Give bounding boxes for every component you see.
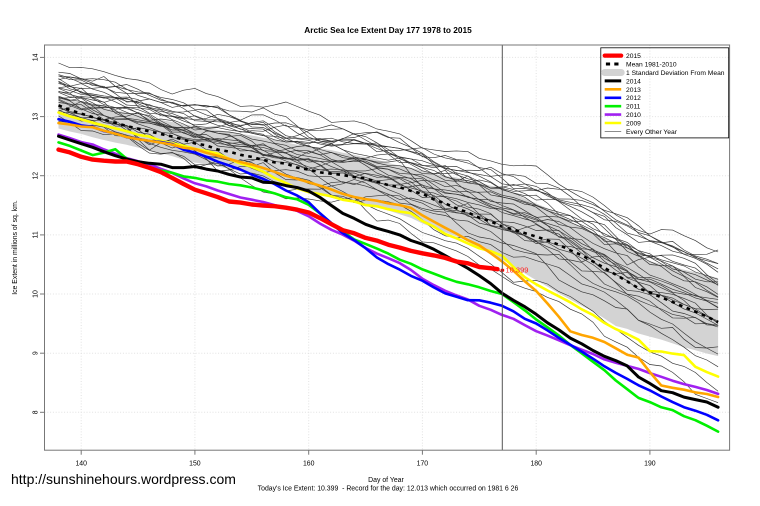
svg-text:14: 14 — [33, 53, 40, 61]
svg-text:Mean 1981-2010: Mean 1981-2010 — [626, 62, 677, 69]
svg-text:150: 150 — [189, 461, 201, 468]
svg-text:2009: 2009 — [626, 121, 641, 128]
svg-text:http://sunshinehours.wordpress: http://sunshinehours.wordpress.com — [11, 471, 236, 487]
svg-text:10.399: 10.399 — [506, 266, 529, 275]
svg-text:Today's Ice Extent: 10.399 -: Today's Ice Extent: 10.399 - Record for … — [258, 486, 519, 493]
svg-text:190: 190 — [644, 461, 656, 468]
svg-text:2010: 2010 — [626, 112, 641, 119]
svg-text:Every Other Year: Every Other Year — [626, 129, 678, 136]
svg-text:9: 9 — [33, 351, 40, 355]
svg-text:2011: 2011 — [626, 104, 641, 111]
svg-text:140: 140 — [75, 461, 87, 468]
svg-text:180: 180 — [530, 461, 542, 468]
svg-text:160: 160 — [303, 461, 315, 468]
svg-text:11: 11 — [33, 231, 40, 238]
svg-text:13: 13 — [33, 113, 40, 121]
svg-text:Ice Extent in millions of sq.: Ice Extent in millions of sq. km. — [12, 200, 19, 295]
svg-text:2012: 2012 — [626, 95, 641, 102]
svg-text:10: 10 — [33, 290, 40, 298]
svg-text:2013: 2013 — [626, 87, 641, 94]
svg-text:Arctic Sea Ice Extent Day 177: Arctic Sea Ice Extent Day 177 1978 to 20… — [304, 25, 472, 35]
svg-text:2015: 2015 — [626, 53, 641, 60]
svg-text:2014: 2014 — [626, 78, 641, 85]
svg-text:12: 12 — [33, 172, 40, 180]
svg-text:8: 8 — [33, 410, 40, 414]
svg-text:Day of Year: Day of Year — [368, 477, 404, 484]
svg-text:1 Standard Deviation From Mean: 1 Standard Deviation From Mean — [626, 70, 725, 77]
svg-text:170: 170 — [417, 461, 429, 468]
